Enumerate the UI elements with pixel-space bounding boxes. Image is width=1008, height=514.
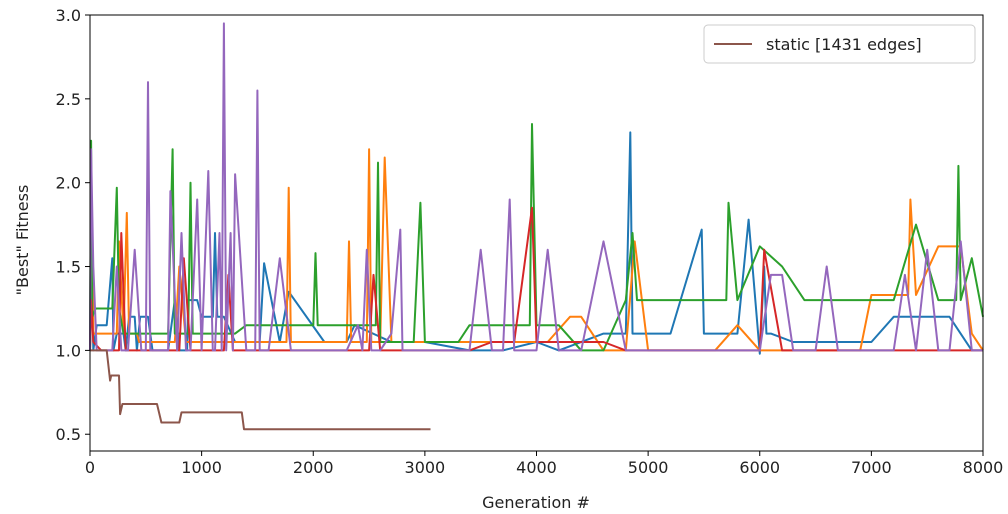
x-tick-label: 2000 [293,458,334,477]
x-tick-label: 3000 [405,458,446,477]
y-tick-label: 1.5 [56,258,81,277]
x-tick-label: 7000 [851,458,892,477]
y-tick-label: 2.0 [56,174,81,193]
series-line-3 [89,123,984,352]
legend: static [1431 edges] [703,24,976,64]
axes: 0 1000 2000 3000 4000 5000 6000 7000 8000 0.5 1.0 1… [56,6,1004,477]
x-tick-label: 4000 [516,458,557,477]
x-tick-label: 6000 [739,458,780,477]
x-tick-label: 0 [85,458,95,477]
series-lines [89,22,984,431]
x-tick-label: 1000 [181,458,222,477]
x-tick-label: 8000 [963,458,1004,477]
y-axis-label: "Best" Fitness [13,185,32,296]
plot-frame [89,14,984,452]
x-axis-label: Generation # [482,493,590,512]
y-tick-label: 1.0 [56,341,81,360]
x-tick-label: 5000 [628,458,669,477]
series-line-5 [89,22,983,352]
y-tick-label: 0.5 [56,425,81,444]
y-tick-label: 3.0 [56,6,81,25]
y-tick-label: 2.5 [56,90,81,109]
series-line-static [90,349,431,431]
legend-label: static [1431 edges] [766,35,922,54]
legend-box [703,24,976,64]
